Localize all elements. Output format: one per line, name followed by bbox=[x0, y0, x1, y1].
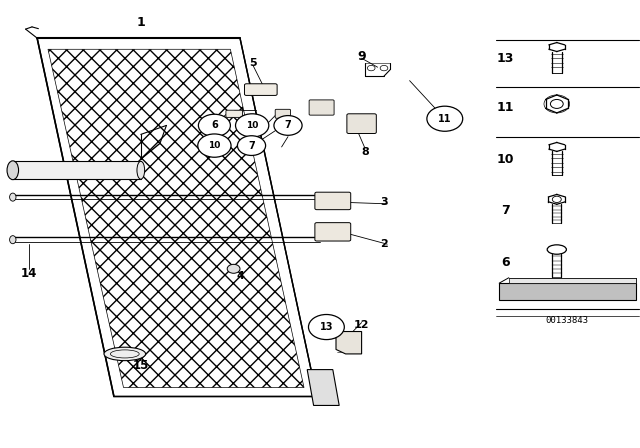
Text: 13: 13 bbox=[319, 322, 333, 332]
Text: 5: 5 bbox=[249, 58, 257, 68]
Polygon shape bbox=[336, 332, 362, 354]
Text: 10: 10 bbox=[497, 152, 515, 166]
FancyBboxPatch shape bbox=[315, 192, 351, 210]
FancyBboxPatch shape bbox=[244, 84, 277, 95]
Circle shape bbox=[227, 264, 240, 273]
Ellipse shape bbox=[10, 236, 16, 244]
Ellipse shape bbox=[104, 347, 146, 361]
FancyBboxPatch shape bbox=[275, 109, 291, 118]
Polygon shape bbox=[48, 49, 304, 388]
Ellipse shape bbox=[137, 161, 145, 179]
Text: 10: 10 bbox=[246, 121, 259, 130]
FancyBboxPatch shape bbox=[226, 110, 243, 117]
Text: 6: 6 bbox=[501, 255, 510, 269]
Text: 14: 14 bbox=[20, 267, 37, 280]
Text: 00133843: 00133843 bbox=[546, 316, 589, 325]
Text: 13: 13 bbox=[497, 52, 515, 65]
Circle shape bbox=[237, 136, 266, 155]
Polygon shape bbox=[13, 161, 141, 179]
FancyBboxPatch shape bbox=[509, 278, 636, 283]
Text: 9: 9 bbox=[357, 49, 366, 63]
Text: 15: 15 bbox=[132, 358, 149, 372]
Text: 12: 12 bbox=[354, 320, 369, 330]
Circle shape bbox=[308, 314, 344, 340]
Text: 11: 11 bbox=[497, 101, 515, 114]
Circle shape bbox=[198, 114, 230, 137]
Polygon shape bbox=[307, 370, 339, 405]
Text: 1: 1 bbox=[136, 16, 145, 29]
Circle shape bbox=[427, 106, 463, 131]
Ellipse shape bbox=[7, 161, 19, 180]
Text: 3: 3 bbox=[380, 198, 388, 207]
FancyBboxPatch shape bbox=[499, 283, 636, 300]
Text: 7: 7 bbox=[248, 141, 255, 151]
Ellipse shape bbox=[10, 193, 16, 201]
Circle shape bbox=[274, 116, 302, 135]
FancyBboxPatch shape bbox=[347, 114, 376, 134]
Text: 4: 4 bbox=[236, 271, 244, 280]
FancyBboxPatch shape bbox=[315, 223, 351, 241]
Text: 6: 6 bbox=[211, 121, 218, 130]
Text: 7: 7 bbox=[501, 204, 510, 217]
Ellipse shape bbox=[547, 245, 566, 254]
Text: 2: 2 bbox=[380, 239, 388, 249]
Text: 11: 11 bbox=[438, 114, 452, 124]
Circle shape bbox=[198, 134, 231, 157]
Circle shape bbox=[236, 114, 269, 137]
Polygon shape bbox=[37, 38, 317, 396]
Text: 8: 8 bbox=[361, 147, 369, 157]
Text: 7: 7 bbox=[285, 121, 291, 130]
FancyBboxPatch shape bbox=[309, 100, 334, 115]
Text: 10: 10 bbox=[208, 141, 221, 150]
